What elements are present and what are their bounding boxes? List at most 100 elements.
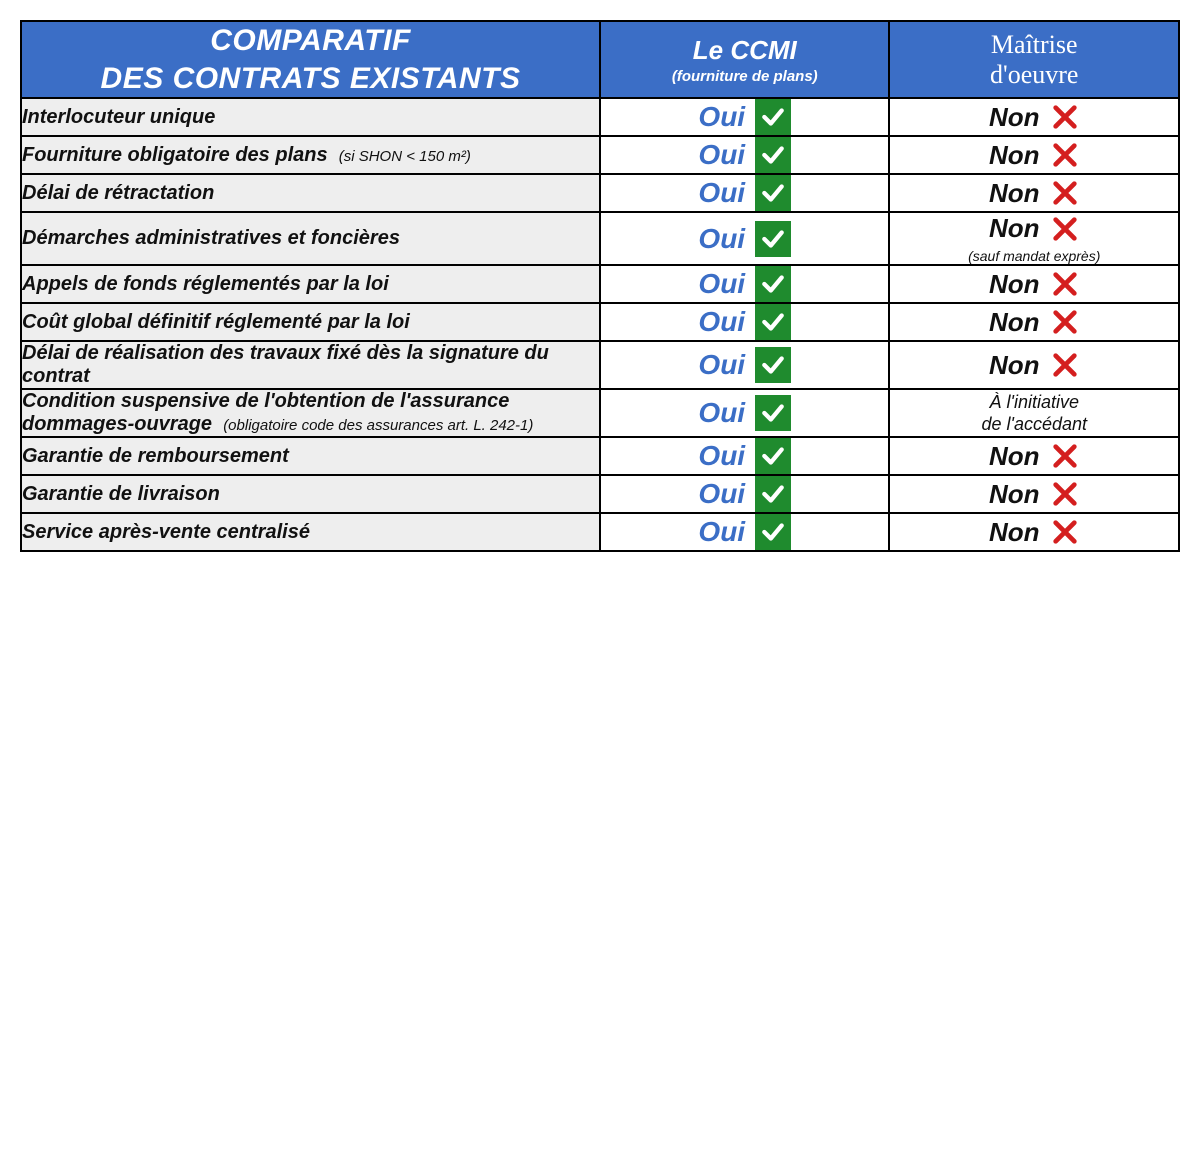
non-label: Non <box>989 140 1040 171</box>
table-row: Interlocuteur unique Oui Non <box>21 98 1179 136</box>
oui-label: Oui <box>698 101 745 133</box>
cell-ccmi: Oui <box>600 341 889 389</box>
oui-label: Oui <box>698 440 745 472</box>
row-label-text: Coût global définitif réglementé par la … <box>22 311 410 333</box>
table-row: Délai de rétractation Oui Non <box>21 174 1179 212</box>
row-label: Coût global définitif réglementé par la … <box>21 303 600 341</box>
check-icon <box>755 347 791 383</box>
cross-icon <box>1050 517 1080 547</box>
table-row: Garantie de livraison Oui Non <box>21 475 1179 513</box>
oui-label: Oui <box>698 478 745 510</box>
cell-mo: Non <box>889 475 1179 513</box>
cell-mo: Non <box>889 341 1179 389</box>
cell-mo-note: (sauf mandat exprès) <box>890 248 1178 264</box>
cell-mo: Non <box>889 265 1179 303</box>
cell-mo-text: À l'initiativede l'accédant <box>890 391 1178 436</box>
row-label-text: Garantie de livraison <box>22 483 220 505</box>
row-label-text: Service après-vente centralisé <box>22 521 310 543</box>
table-row: Délai de réalisation des travaux fixé dè… <box>21 341 1179 389</box>
col-header-ccmi-main: Le CCMI <box>601 35 888 66</box>
row-label-note: (obligatoire code des assurances art. L.… <box>223 417 533 434</box>
non-label: Non <box>989 479 1040 510</box>
non-label: Non <box>989 350 1040 381</box>
cell-ccmi: Oui <box>600 212 889 265</box>
row-label-text: Appels de fonds réglementés par la loi <box>22 273 389 295</box>
oui-label: Oui <box>698 397 745 429</box>
non-label: Non <box>989 441 1040 472</box>
oui-label: Oui <box>698 349 745 381</box>
row-label: Démarches administratives et foncières <box>21 212 600 265</box>
check-icon <box>755 221 791 257</box>
non-label: Non <box>989 307 1040 338</box>
check-icon <box>755 99 791 135</box>
check-icon <box>755 476 791 512</box>
cross-icon <box>1050 102 1080 132</box>
row-label: Garantie de livraison <box>21 475 600 513</box>
cross-icon <box>1050 350 1080 380</box>
row-label: Appels de fonds réglementés par la loi <box>21 265 600 303</box>
comparison-table: COMPARATIF DES CONTRATS EXISTANTS Le CCM… <box>20 20 1180 552</box>
row-label: Garantie de remboursement <box>21 437 600 475</box>
title-line1: COMPARATIF <box>22 22 599 60</box>
row-label-text: Fourniture obligatoire des plans <box>22 144 328 166</box>
oui-label: Oui <box>698 516 745 548</box>
row-label-text: Démarches administratives et foncières <box>22 227 400 249</box>
row-label-text: Interlocuteur unique <box>22 106 215 128</box>
check-icon <box>755 137 791 173</box>
oui-label: Oui <box>698 268 745 300</box>
cell-mo: Non <box>889 98 1179 136</box>
row-label-text: Délai de réalisation des travaux fixé dè… <box>22 342 549 387</box>
non-label: Non <box>989 269 1040 300</box>
cell-ccmi: Oui <box>600 174 889 212</box>
table-row: Appels de fonds réglementés par la loi Ou… <box>21 265 1179 303</box>
col-header-ccmi-sub: (fourniture de plans) <box>601 68 888 85</box>
cell-ccmi: Oui <box>600 98 889 136</box>
cross-icon <box>1050 140 1080 170</box>
title-line2: DES CONTRATS EXISTANTS <box>22 60 599 98</box>
cell-ccmi: Oui <box>600 136 889 174</box>
check-icon <box>755 304 791 340</box>
row-label: Interlocuteur unique <box>21 98 600 136</box>
row-label-text: Garantie de remboursement <box>22 445 289 467</box>
oui-label: Oui <box>698 306 745 338</box>
table-row: Démarches administratives et foncières Ou… <box>21 212 1179 265</box>
row-label: Délai de rétractation <box>21 174 600 212</box>
cell-mo: Non (sauf mandat exprès) <box>889 212 1179 265</box>
check-icon <box>755 395 791 431</box>
oui-label: Oui <box>698 139 745 171</box>
table-row: Garantie de remboursement Oui Non <box>21 437 1179 475</box>
check-icon <box>755 266 791 302</box>
cross-icon <box>1050 214 1080 244</box>
cell-ccmi: Oui <box>600 437 889 475</box>
non-label: Non <box>989 178 1040 209</box>
oui-label: Oui <box>698 177 745 209</box>
cross-icon <box>1050 307 1080 337</box>
row-label: Condition suspensive de l'obtention de l… <box>21 389 600 437</box>
non-label: Non <box>989 102 1040 133</box>
row-label-note: (si SHON < 150 m²) <box>339 148 471 165</box>
table-row: Coût global définitif réglementé par la … <box>21 303 1179 341</box>
cell-mo: Non <box>889 513 1179 551</box>
row-label: Délai de réalisation des travaux fixé dè… <box>21 341 600 389</box>
cell-ccmi: Oui <box>600 303 889 341</box>
cell-mo: Non <box>889 303 1179 341</box>
col-header-mo: Maîtrise d'oeuvre <box>889 21 1179 98</box>
cell-mo: Non <box>889 174 1179 212</box>
cross-icon <box>1050 178 1080 208</box>
table-row: Service après-vente centralisé Oui Non <box>21 513 1179 551</box>
col-header-mo-line2: d'oeuvre <box>890 60 1178 90</box>
cross-icon <box>1050 269 1080 299</box>
table-row: Fourniture obligatoire des plans (si SHO… <box>21 136 1179 174</box>
table-row: Condition suspensive de l'obtention de l… <box>21 389 1179 437</box>
col-header-mo-line1: Maîtrise <box>890 30 1178 60</box>
row-label: Service après-vente centralisé <box>21 513 600 551</box>
cell-ccmi: Oui <box>600 265 889 303</box>
non-label: Non <box>989 517 1040 548</box>
non-label: Non <box>989 213 1040 244</box>
oui-label: Oui <box>698 223 745 255</box>
cross-icon <box>1050 441 1080 471</box>
cell-mo: À l'initiativede l'accédant <box>889 389 1179 437</box>
check-icon <box>755 438 791 474</box>
cross-icon <box>1050 479 1080 509</box>
col-header-ccmi: Le CCMI (fourniture de plans) <box>600 21 889 98</box>
